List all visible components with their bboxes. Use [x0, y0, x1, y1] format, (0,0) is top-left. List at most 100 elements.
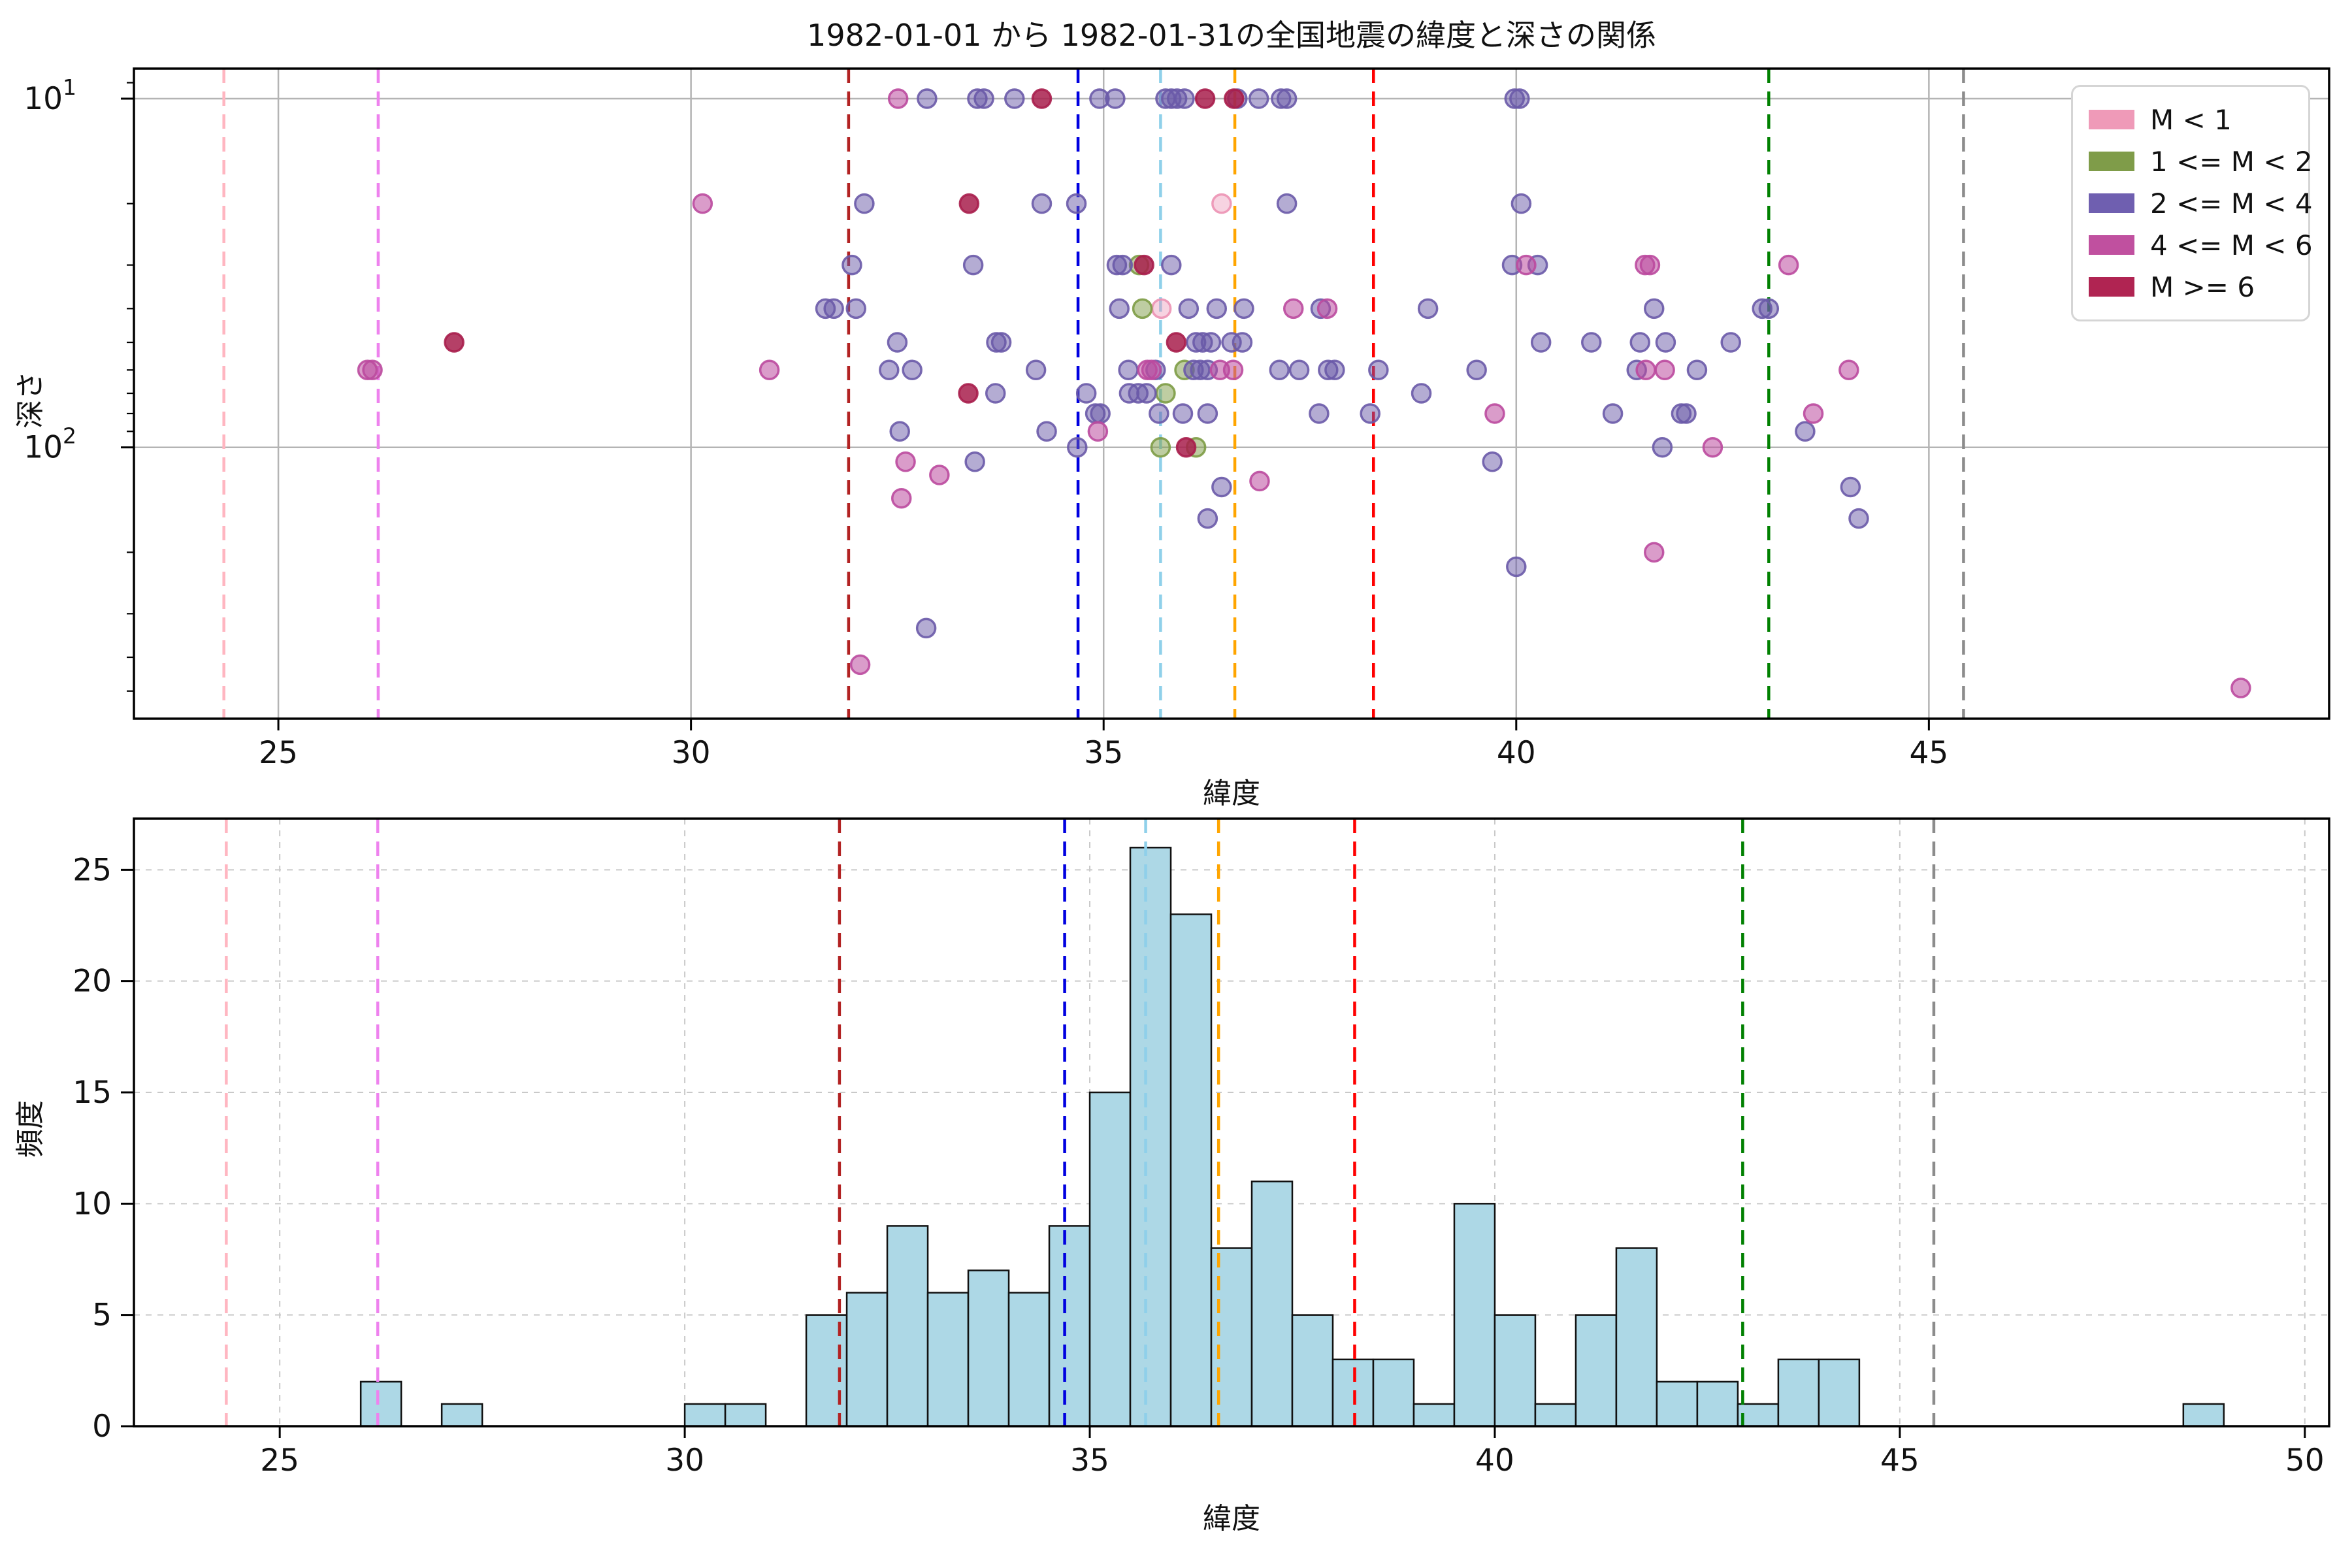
- scatter-point: [1105, 88, 1126, 109]
- scatter-point: [917, 88, 938, 109]
- scatter-point: [1161, 254, 1182, 276]
- scatter-point: [1174, 88, 1195, 109]
- histogram-bar: [683, 1403, 727, 1428]
- scatter-point: [973, 88, 994, 109]
- scatter-point: [964, 451, 985, 472]
- legend-swatch: [2089, 235, 2134, 255]
- scatter-xtick-label: 35: [1084, 735, 1123, 771]
- histogram-bar: [1777, 1358, 1820, 1428]
- scatter-point: [1276, 88, 1298, 109]
- scatter-point: [1686, 359, 1708, 381]
- scatter-point: [1803, 403, 1824, 424]
- scatter-point: [1075, 383, 1097, 404]
- scatter-xtick-label: 30: [672, 735, 711, 771]
- scatter-point: [879, 359, 900, 381]
- scatter-point: [1136, 383, 1157, 404]
- scatter-point: [1368, 359, 1389, 381]
- scatter-point: [1224, 88, 1245, 109]
- legend-box: M < 1 1 <= M < 2 2 <= M < 4 4 <= M < 6 M >= …: [2071, 85, 2313, 321]
- legend-item: 2 <= M < 4: [2089, 182, 2313, 224]
- scatter-point: [1702, 436, 1723, 458]
- scatter-point: [1149, 403, 1169, 424]
- scatter-series: [815, 88, 1869, 639]
- histogram-ytick-label: 10: [73, 1186, 112, 1222]
- scatter-point: [1200, 332, 1222, 353]
- histogram-panel: 25 30 35 40 45 50 0 5 10 15 20 25: [73, 817, 2330, 1478]
- scatter-point: [1324, 359, 1345, 381]
- histogram-bar: [1534, 1403, 1577, 1428]
- scatter-point: [1466, 359, 1487, 381]
- scatter-point: [1282, 298, 1304, 319]
- scatter-point: [1249, 470, 1270, 492]
- scatter-ytick-label: 101: [24, 74, 76, 117]
- scatter-point: [902, 359, 923, 381]
- scatter-point: [1530, 332, 1552, 353]
- scatter-point: [1838, 359, 1859, 381]
- scatter-point: [1206, 298, 1228, 319]
- scatter-point: [1778, 254, 1799, 276]
- histogram-bar: [724, 1403, 767, 1428]
- scatter-point: [1635, 359, 1656, 381]
- scatter-point: [1087, 421, 1109, 442]
- scatter-series: [357, 88, 2251, 698]
- histogram-bar: [1331, 1358, 1375, 1428]
- scatter-point: [1676, 403, 1697, 424]
- histogram-bar: [2182, 1403, 2225, 1428]
- scatter-point: [759, 359, 780, 381]
- scatter-point: [1639, 254, 1661, 276]
- legend-item-label: 4 <= M < 6: [2150, 229, 2313, 261]
- scatter-point: [1288, 359, 1310, 381]
- scatter-point: [1151, 298, 1172, 319]
- legend-item-label: M >= 6: [2150, 270, 2255, 303]
- scatter-point: [1643, 298, 1665, 319]
- scatter-point: [1411, 383, 1432, 404]
- histogram-ytick-label: 0: [92, 1409, 112, 1445]
- histogram-bar: [1048, 1225, 1091, 1428]
- scatter-point: [841, 254, 862, 276]
- scatter-xtick-label: 40: [1497, 735, 1536, 771]
- histogram-bar: [1453, 1203, 1496, 1428]
- legend-swatch: [2089, 277, 2134, 297]
- scatter-point: [444, 332, 465, 353]
- scatter-point: [887, 88, 909, 109]
- scatter-point: [962, 254, 984, 276]
- scatter-point: [1506, 556, 1527, 578]
- legend-swatch: [2089, 110, 2134, 129]
- scatter-point: [1211, 476, 1232, 498]
- scatter-series: [444, 88, 1245, 458]
- scatter-point: [1511, 193, 1532, 214]
- legend-item: 1 <= M < 2: [2089, 140, 2313, 182]
- scatter-point: [990, 332, 1012, 353]
- histogram-bar: [967, 1269, 1010, 1428]
- histogram-bar: [1696, 1380, 1739, 1428]
- scatter-point: [889, 421, 910, 442]
- scatter-point: [1232, 332, 1253, 353]
- scatter-point: [1276, 193, 1298, 214]
- histogram-bar: [845, 1292, 889, 1428]
- scatter-point: [362, 359, 383, 381]
- histogram-bar: [1088, 1091, 1132, 1428]
- scatter-point: [1194, 88, 1216, 109]
- scatter-point: [1580, 332, 1602, 353]
- scatter-point: [958, 383, 979, 404]
- legend-item-label: 2 <= M < 4: [2150, 187, 2313, 220]
- scatter-point: [1482, 451, 1503, 472]
- scatter-point: [958, 193, 980, 214]
- scatter-point: [1848, 508, 1869, 529]
- scatter-point: [890, 487, 912, 509]
- histogram-xtick-label: 30: [665, 1443, 704, 1478]
- histogram-xtick-label: 50: [2285, 1443, 2325, 1478]
- histogram-bar: [1818, 1358, 1861, 1428]
- scatter-point: [1233, 298, 1254, 319]
- scatter-point: [1067, 436, 1088, 458]
- scatter-point: [929, 465, 950, 485]
- scatter-point: [1269, 359, 1290, 381]
- scatter-point: [1175, 436, 1197, 458]
- scatter-xtick-label: 45: [1909, 735, 1948, 771]
- scatter-point: [1134, 254, 1154, 276]
- scatter-series: [1128, 254, 1207, 458]
- legend-item-label: 1 <= M < 2: [2150, 145, 2313, 178]
- scatter-point: [823, 298, 844, 319]
